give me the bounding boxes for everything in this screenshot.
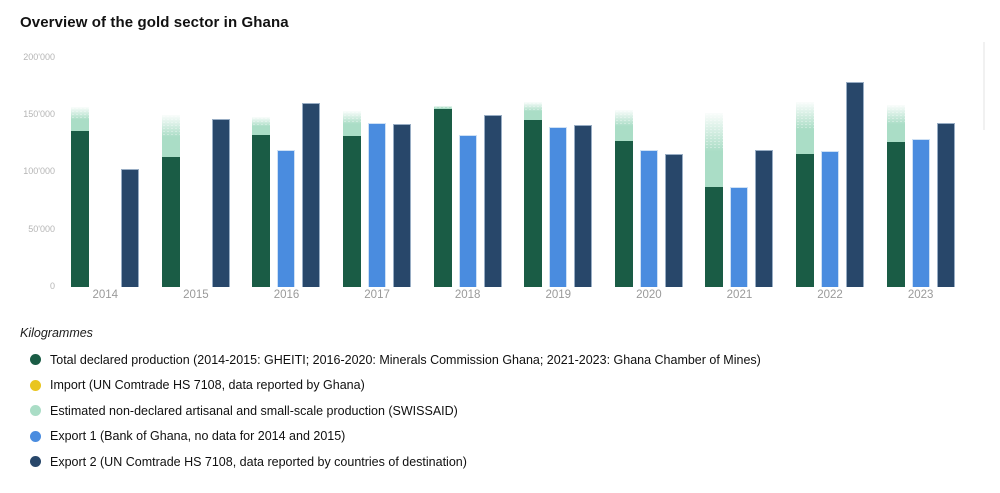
legend-item-export1[interactable]: Export 1 (Bank of Ghana, no data for 201… [30,429,761,443]
bar-production-stack-2022[interactable] [796,101,815,287]
legend-item-import[interactable]: Import (UN Comtrade HS 7108, data report… [30,378,761,392]
bar-export2-2016[interactable] [302,103,321,287]
bar-export2-2018[interactable] [483,114,502,287]
bar-estimated-nondeclared-2023[interactable] [886,105,905,143]
bar-export2-2023[interactable] [936,122,955,287]
bar-chart: 200'000 150'000 100'000 50'000 0 2014 201… [23,42,985,301]
bar-estimated-nondeclared-2016[interactable] [252,116,271,136]
bar-declared-production-2021[interactable] [705,187,724,287]
legend-item-label: Estimated non-declared artisanal and sma… [50,403,458,418]
bar-declared-production-2015[interactable] [161,157,180,287]
year-group-2022 [785,57,876,287]
unit-label: Kilogrammes [20,326,93,340]
y-axis-tick-0: 0 [49,281,55,291]
bar-production-stack-2018[interactable] [433,106,452,287]
year-group-2020 [604,57,695,287]
bar-production-stack-2019[interactable] [524,101,543,287]
bar-export1-2018[interactable] [458,135,477,287]
legend-item-estimated[interactable]: Estimated non-declared artisanal and sma… [30,403,761,418]
bar-production-stack-2021[interactable] [705,113,724,287]
legend-item-label: Total declared production (2014-2015: GH… [50,352,761,367]
bar-declared-production-2019[interactable] [524,120,543,287]
x-axis-label-2018: 2018 [454,289,481,301]
bar-export1-2016[interactable] [277,150,296,287]
estimated-legend-dot [30,405,41,416]
bar-export2-2020[interactable] [664,153,683,287]
legend-item-label: Import (UN Comtrade HS 7108, data report… [50,378,365,392]
production-legend-dot [30,354,41,365]
x-axis-label-2020: 2020 [636,289,662,301]
bar-export1-2017[interactable] [368,122,387,287]
bar-export1-2019[interactable] [549,127,568,287]
bar-export2-2015[interactable] [211,119,230,287]
chart-legend: Total declared production (2014-2015: GH… [30,353,761,481]
bar-estimated-nondeclared-2015[interactable] [161,114,180,158]
year-group-2016 [241,57,332,287]
export2-legend-dot [30,456,41,467]
legend-item-label: Export 2 (UN Comtrade HS 7108, data repo… [50,454,467,469]
bar-production-stack-2016[interactable] [252,116,271,287]
legend-item-label: Export 1 (Bank of Ghana, no data for 201… [50,429,346,443]
bar-declared-production-2017[interactable] [343,136,362,287]
bar-estimated-nondeclared-2014[interactable] [71,106,90,131]
legend-item-export2[interactable]: Export 2 (UN Comtrade HS 7108, data repo… [30,454,761,469]
bar-production-stack-2014[interactable] [71,106,90,287]
year-group-2017 [332,57,423,287]
bar-declared-production-2020[interactable] [614,140,633,287]
x-axis-label-2016: 2016 [273,289,300,301]
x-axis-label-2019: 2019 [545,289,572,301]
x-axis-label-2021: 2021 [726,289,753,301]
bar-declared-production-2014[interactable] [71,130,90,287]
y-axis-tick-200000: 200'000 [23,52,55,62]
bar-export1-2020[interactable] [639,150,658,287]
bar-export2-2019[interactable] [574,124,593,287]
x-axis-label-2017: 2017 [364,289,390,301]
bar-declared-production-2022[interactable] [796,153,815,287]
y-axis-tick-50000: 50'000 [28,224,55,234]
export1-legend-dot [30,430,41,442]
y-axis-tick-100000: 100'000 [23,166,55,176]
bar-declared-production-2023[interactable] [886,142,905,287]
year-group-2018 [422,57,513,287]
bar-estimated-nondeclared-2022[interactable] [796,101,815,154]
x-axis-label-2014: 2014 [92,289,119,301]
x-axis-label-2023: 2023 [907,289,934,301]
x-axis-label-2022: 2022 [817,289,843,301]
bar-declared-production-2016[interactable] [252,135,271,287]
chart-title: Overview of the gold sector in Ghana [20,14,289,31]
bar-export2-2022[interactable] [846,82,865,287]
year-group-2015 [151,57,242,287]
bar-export2-2021[interactable] [755,150,774,287]
chart-right-edge-line [983,42,985,130]
year-group-2019 [513,57,604,287]
x-axis-labels: 2014 2015 2016 2017 2018 2019 2020 2021 2022 2023 [60,289,966,301]
import-legend-dot [30,379,41,391]
bar-estimated-nondeclared-2018[interactable] [433,106,452,109]
year-group-2014 [60,57,151,287]
bar-estimated-nondeclared-2019[interactable] [524,101,543,121]
bar-export2-2014[interactable] [121,168,140,287]
bar-production-stack-2020[interactable] [614,109,633,287]
bar-declared-production-2018[interactable] [433,108,452,287]
plot-area [60,57,966,287]
year-group-2023 [875,57,966,287]
y-axis-tick-150000: 150'000 [23,109,55,119]
bar-export1-2021[interactable] [730,187,749,287]
bar-production-stack-2023[interactable] [886,105,905,287]
bar-production-stack-2015[interactable] [161,114,180,287]
bar-production-stack-2017[interactable] [343,111,362,287]
year-group-2021 [694,57,785,287]
bar-export1-2022[interactable] [821,151,840,287]
bar-export1-2023[interactable] [911,138,930,287]
legend-item-production[interactable]: Total declared production (2014-2015: GH… [30,352,761,367]
bar-estimated-nondeclared-2017[interactable] [343,111,362,137]
bar-estimated-nondeclared-2020[interactable] [614,109,633,141]
bar-estimated-nondeclared-2021[interactable] [705,113,724,187]
x-axis-label-2015: 2015 [183,289,209,301]
bar-export2-2017[interactable] [393,123,412,287]
